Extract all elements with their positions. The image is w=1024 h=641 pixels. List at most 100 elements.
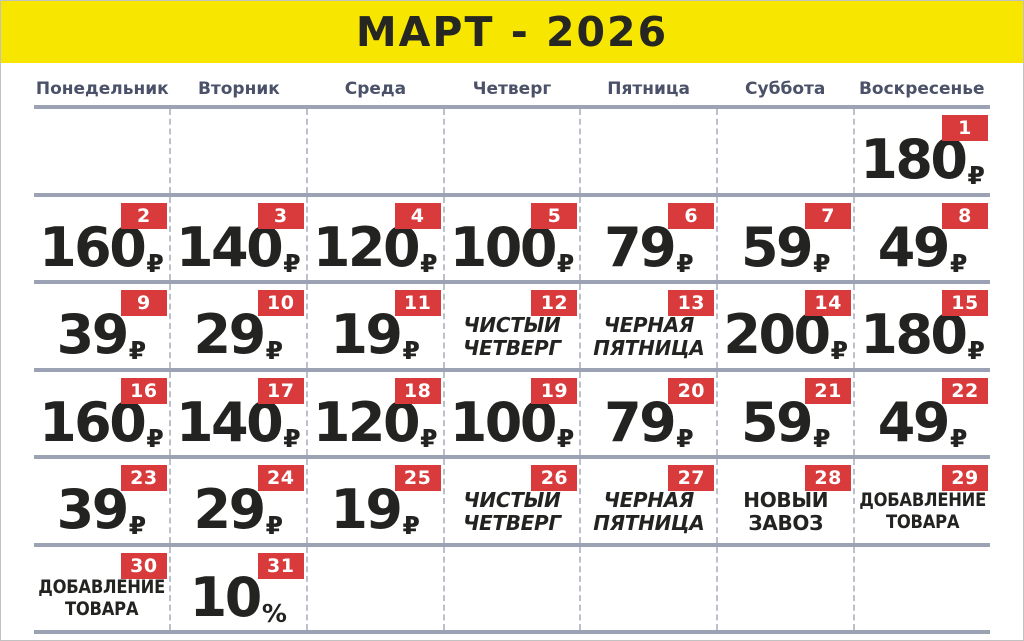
weekday-friday: Пятница <box>607 79 690 99</box>
calendar-week-row: 23 39 ₽24 29 ₽25 19 ₽26 ЧИСТЫЙ ЧЕТВЕРГ 27 ЧЕРНАЯ ПЯ… <box>34 455 990 543</box>
weekday-thursday: Четверг <box>472 79 552 99</box>
price-number: 79 <box>604 215 677 279</box>
day-number-badge: 18 <box>394 377 441 404</box>
price-value: 160 ₽ <box>39 221 164 278</box>
price-number: 100 <box>449 390 558 454</box>
price-value: 180 ₽ <box>860 133 985 191</box>
day-number-badge: 7 <box>805 202 852 229</box>
calendar-week-row: 1 180 ₽ <box>34 105 990 193</box>
day-label: ЧЕРНАЯ ПЯТНИЦА <box>593 488 705 535</box>
day-number-badge: 15 <box>942 290 989 316</box>
day-number-badge: 22 <box>942 377 989 404</box>
day-label-line: ЗАВОЗ <box>748 510 824 535</box>
price-value: 59 ₽ <box>741 221 831 278</box>
day-cell: 20 79 ₽ <box>579 371 716 455</box>
day-label: ЧИСТЫЙ ЧЕТВЕРГ <box>463 488 561 535</box>
day-number-badge: 28 <box>805 465 852 491</box>
price-number: 39 <box>56 303 130 367</box>
price-value: 49 ₽ <box>877 390 968 454</box>
day-cell: 15 180 ₽ <box>853 284 990 368</box>
ruble-symbol: ₽ <box>146 423 164 453</box>
day-number-badge: 21 <box>805 377 852 404</box>
ruble-symbol: ₽ <box>676 423 694 453</box>
day-number-badge: 27 <box>668 465 715 491</box>
day-number-badge: 2 <box>120 202 167 229</box>
day-label-line: ПЯТНИЦА <box>593 510 705 535</box>
calendar-week-row: 16 160 ₽17 140 ₽18 120 ₽19 100 ₽20 79 ₽21 59 ₽22 49 ₽ <box>34 367 990 456</box>
ruble-symbol: ₽ <box>967 336 985 366</box>
day-cell: 14 200 ₽ <box>716 284 853 368</box>
day-cell: 26 ЧИСТЫЙ ЧЕТВЕРГ <box>442 459 580 543</box>
day-cell: 25 19 ₽ <box>305 459 443 543</box>
price-value: 100 ₽ <box>449 390 575 454</box>
ruble-symbol: ₽ <box>813 248 831 278</box>
price-number: 79 <box>604 390 677 454</box>
day-cell: 9 39 ₽ <box>34 284 169 368</box>
ruble-symbol: ₽ <box>146 248 164 278</box>
day-number-badge: 23 <box>120 465 167 491</box>
day-cell: 27 ЧЕРНАЯ ПЯТНИЦА <box>579 459 716 543</box>
price-number: 100 <box>449 215 558 279</box>
ruble-symbol: ₽ <box>813 423 831 453</box>
day-cell: 13 ЧЕРНАЯ ПЯТНИЦА <box>579 284 716 368</box>
ruble-symbol: ₽ <box>420 248 438 278</box>
price-number: 160 <box>39 390 147 454</box>
price-value: 39 ₽ <box>56 478 147 542</box>
day-number-badge: 1 <box>942 115 989 141</box>
day-number-badge: 25 <box>394 465 441 491</box>
day-cell: 18 120 ₽ <box>305 371 443 455</box>
ruble-symbol: ₽ <box>556 423 575 453</box>
day-label: ЧЕРНАЯ ПЯТНИЦА <box>593 313 705 360</box>
ruble-symbol: ₽ <box>830 336 849 366</box>
day-number-badge: 20 <box>668 377 715 404</box>
day-label-line: ТОВАРА <box>885 510 960 533</box>
price-value: 19 ₽ <box>330 308 420 366</box>
empty-day-cell <box>168 109 306 193</box>
day-number-badge: 9 <box>120 290 167 316</box>
day-cell: 30 ДОБАВЛЕНИЕ ТОВАРА <box>34 547 169 631</box>
empty-day-cell <box>716 109 853 193</box>
price-value: 49 ₽ <box>878 221 968 276</box>
price-value: 79 ₽ <box>604 215 694 279</box>
day-cell: 19 100 ₽ <box>442 371 580 455</box>
price-number: 49 <box>877 390 951 454</box>
day-cell: 16 160 ₽ <box>34 372 169 456</box>
ruble-symbol: ₽ <box>128 511 147 541</box>
day-number-badge: 3 <box>257 202 304 229</box>
calendar-week-row: 30 ДОБАВЛЕНИЕ ТОВАРА 31 10% <box>34 542 990 631</box>
price-value: 140 ₽ <box>176 221 301 276</box>
day-cell: 22 49 ₽ <box>853 371 990 455</box>
empty-day-cell <box>305 109 443 193</box>
day-number-badge: 26 <box>531 465 578 491</box>
price-value: 29 ₽ <box>194 483 284 538</box>
day-number-badge: 6 <box>668 202 715 229</box>
day-label: ЧИСТЫЙ ЧЕТВЕРГ <box>463 313 561 360</box>
day-number-badge: 10 <box>257 290 304 316</box>
day-cell: 3 140 ₽ <box>168 196 306 280</box>
day-cell: 2 160 ₽ <box>34 197 169 281</box>
day-cell: 5 100 ₽ <box>442 196 580 280</box>
ruble-symbol: ₽ <box>265 336 284 366</box>
day-number-badge: 19 <box>531 377 578 404</box>
day-cell: 4 120 ₽ <box>305 196 443 280</box>
price-number: 120 <box>312 215 421 279</box>
price-value: 200 ₽ <box>723 303 849 367</box>
price-number: 39 <box>56 478 130 542</box>
price-value: 59 ₽ <box>741 396 831 453</box>
price-value: 160 ₽ <box>39 390 164 454</box>
day-number-badge: 14 <box>805 290 852 316</box>
ruble-symbol: ₽ <box>967 161 985 191</box>
ruble-symbol: ₽ <box>556 248 575 278</box>
day-cell: 21 59 ₽ <box>716 371 853 455</box>
day-number-badge: 5 <box>531 202 578 229</box>
weekday-header: Понедельник Вторник Среда Четверг Пятниц… <box>34 63 990 105</box>
ruble-symbol: ₽ <box>128 336 147 366</box>
price-value: 39 ₽ <box>56 303 147 367</box>
weekday-sunday: Воскресенье <box>858 79 985 99</box>
ruble-symbol: ₽ <box>402 511 420 541</box>
day-number-badge: 16 <box>120 377 167 404</box>
empty-day-cell <box>716 546 853 630</box>
day-cell: 24 29 ₽ <box>168 459 306 543</box>
ruble-symbol: ₽ <box>402 336 420 366</box>
price-number: 200 <box>723 303 831 367</box>
